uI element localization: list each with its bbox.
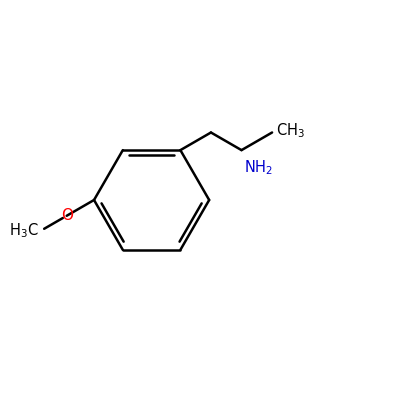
Text: H$_3$C: H$_3$C bbox=[9, 222, 38, 240]
Text: CH$_3$: CH$_3$ bbox=[276, 121, 305, 140]
Text: NH$_2$: NH$_2$ bbox=[244, 158, 274, 177]
Text: O: O bbox=[61, 208, 73, 223]
